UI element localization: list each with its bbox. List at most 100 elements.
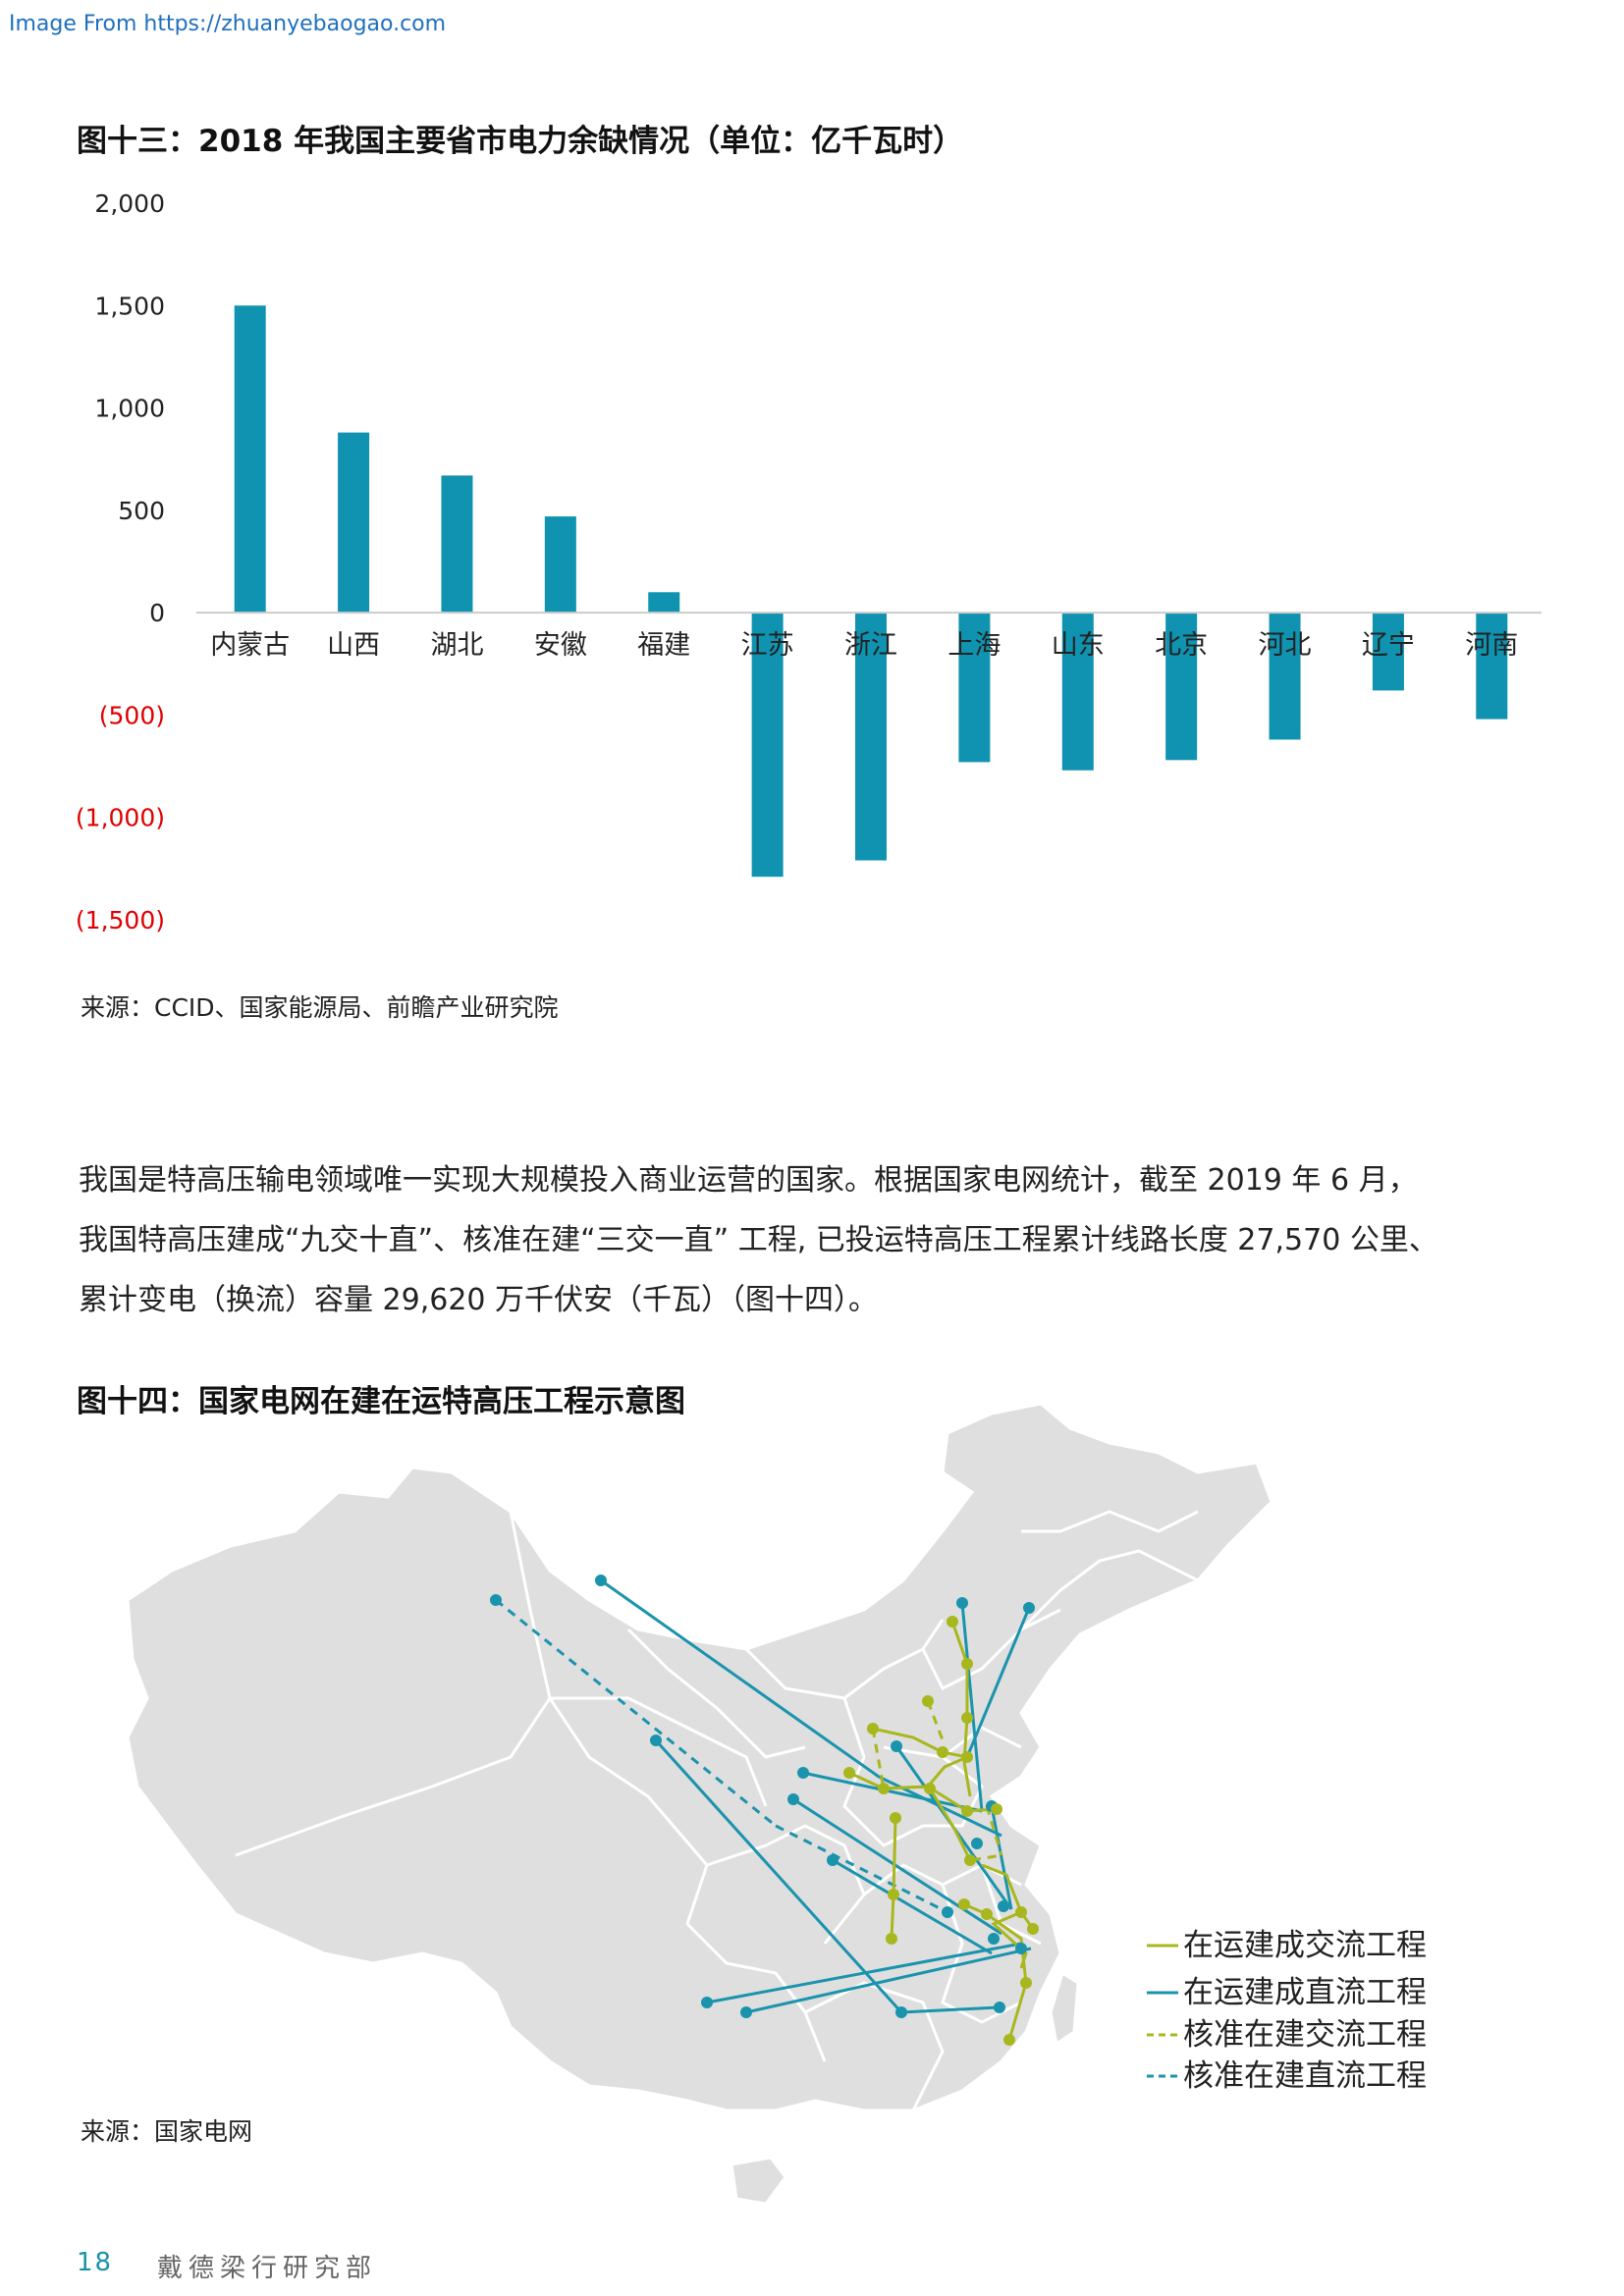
station-dot [1015, 1906, 1027, 1918]
border-guangxi [804, 1981, 945, 2111]
ac-line [928, 1788, 972, 1861]
dc-line [654, 1738, 903, 2014]
map-hainan [730, 2156, 787, 2206]
dc-dashed-line [775, 1824, 948, 1914]
border-shandong [942, 1726, 1022, 1759]
ac-dashed-line [985, 1805, 1003, 1856]
station-dot [971, 1838, 983, 1849]
station-dot [1027, 1923, 1039, 1935]
y-tick-label: 0 [149, 599, 165, 627]
legend-label-ac-operating: 在运建成交流工程 [1183, 1928, 1427, 1963]
x-tick-label: 上海 [947, 630, 1001, 661]
station-dot [922, 1695, 934, 1707]
station-dot [867, 1723, 879, 1735]
map-taiwan [1049, 1970, 1080, 2047]
ac-dashed-line [971, 1853, 1002, 1862]
bar-辽宁 [1372, 613, 1404, 691]
dc-approved-lines [495, 1598, 948, 1914]
figure14-title: 图十四：国家电网在建在运特高压工程示意图 [77, 1384, 685, 1419]
x-tick-label: 江苏 [741, 630, 794, 661]
watermark-url: Image From https://zhuanyebaogao.com [9, 12, 447, 36]
bar-上海 [958, 613, 991, 763]
station-dot [891, 1740, 902, 1752]
station-dot [797, 1767, 809, 1779]
station-dot [994, 2002, 1005, 2013]
bar-福建 [648, 592, 680, 614]
map-land [126, 1404, 1273, 2206]
y-tick-label: (1,500) [76, 906, 165, 934]
x-tick-label: 河北 [1259, 630, 1312, 661]
dc-line [990, 1805, 1013, 1910]
border-inner-mongolia [744, 1619, 945, 1700]
y-tick-label: 1,000 [94, 395, 165, 423]
station-dot [947, 1616, 958, 1628]
x-tick-label: 河南 [1465, 630, 1518, 661]
border-heilongjiang [1021, 1510, 1199, 1533]
bar-北京 [1165, 613, 1198, 761]
bar-河南 [1476, 613, 1508, 720]
x-tick-label: 浙江 [844, 630, 897, 661]
station-dot [964, 1854, 976, 1866]
station-dot [1020, 1977, 1032, 1989]
x-tick-label: 福建 [637, 630, 690, 661]
x-tick-label: 辽宁 [1362, 630, 1415, 661]
y-tick-label: 2,000 [94, 189, 165, 218]
station-dot [490, 1594, 502, 1606]
figure14-source: 来源：国家电网 [81, 2117, 253, 2146]
x-tick-label: 山东 [1052, 630, 1105, 661]
dc-line [792, 1797, 1002, 1936]
station-dot [956, 1597, 968, 1609]
map-mainland [126, 1404, 1273, 2112]
bar-湖北 [441, 475, 473, 614]
ac-line [981, 1863, 1035, 1930]
station-dot [937, 1746, 948, 1758]
station-dot [886, 1933, 897, 1945]
station-dot [988, 1933, 1000, 1945]
paragraph-line-3: 累计变电（换流）容量 29,620 万千伏安（千瓦）（图十四）。 [79, 1283, 879, 1317]
border-henan [883, 1745, 984, 1828]
y-tick-label: (1,000) [76, 804, 165, 832]
paragraph-line-1: 我国是特高压输电领域唯一实现大规模投入商业运营的国家。根据国家电网统计，截至 2… [79, 1163, 1418, 1198]
border-shaanxi [842, 1697, 924, 1847]
dc-dashed-line [495, 1598, 777, 1828]
dc-line [965, 1607, 1031, 1758]
station-dot [1003, 2034, 1015, 2046]
station-dot [981, 1908, 993, 1920]
bar-江苏 [751, 613, 784, 878]
dc-line [832, 1858, 993, 1955]
dc-line [706, 1942, 1022, 2004]
bar-安徽 [544, 516, 576, 614]
stations-ac [843, 1616, 1039, 2046]
china-uhv-map: 在运建成交流工程 在运建成直流工程 核准在建交流工程 核准在建直流工程 [126, 1404, 1427, 2206]
station-dot [595, 1575, 607, 1586]
footer-org: 戴德梁行研究部 [157, 2254, 378, 2283]
dc-line [802, 1771, 983, 1813]
ac-line [872, 1727, 968, 1759]
body-paragraph: 我国是特高压输电领域唯一实现大规模投入商业运营的国家。根据国家电网统计，截至 2… [79, 1150, 1591, 1330]
border-xinjiang [235, 1511, 552, 1857]
station-dot [888, 1889, 899, 1900]
station-dot [650, 1735, 662, 1746]
map-province-borders [235, 1510, 1199, 2111]
station-dot [958, 1898, 970, 1910]
legend-label-ac-approved: 核准在建交流工程 [1183, 2017, 1427, 2053]
bar-chart: 2,000 1,500 1,000 500 0 (500) (1,000) (1,500) 内蒙… [76, 189, 1542, 934]
station-dot [701, 1997, 713, 2008]
page-number: 18 [77, 2248, 114, 2277]
y-tick-label: 500 [118, 497, 165, 525]
legend-label-dc-approved: 核准在建直流工程 [1183, 2058, 1427, 2094]
bar-浙江 [855, 613, 887, 861]
border-gansu [626, 1628, 806, 1759]
station-dot [961, 1751, 973, 1763]
x-tick-label: 内蒙古 [210, 630, 290, 661]
station-dot [991, 1803, 1002, 1815]
station-dot [961, 1805, 973, 1817]
bar-山西 [338, 432, 370, 614]
x-tick-label: 安徽 [534, 630, 587, 661]
figure13-title: 图十三：2018 年我国主要省市电力余缺情况（单位：亿千瓦时） [77, 124, 964, 159]
station-dot [1015, 1943, 1027, 1954]
dc-line [600, 1578, 880, 1779]
border-yunnan [685, 1922, 827, 2062]
station-dot [740, 2006, 752, 2018]
legend-label-dc-operating: 在运建成直流工程 [1183, 1975, 1427, 2010]
